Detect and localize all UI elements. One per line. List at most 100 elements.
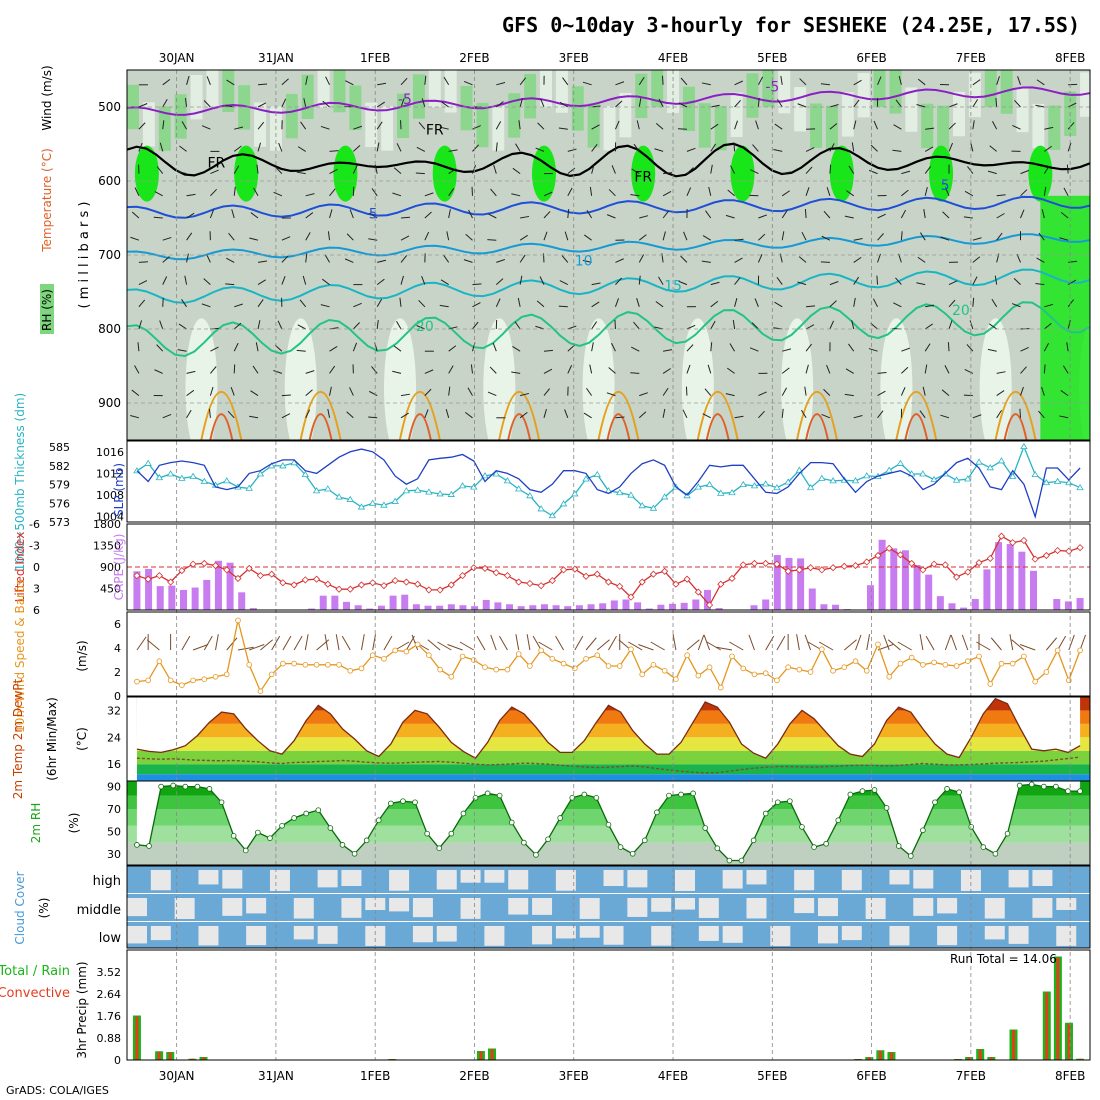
precip-conv-bar (1067, 1023, 1071, 1060)
upper-barb (543, 231, 548, 241)
thickness-line-point (582, 475, 590, 482)
wind10-barb (686, 639, 700, 651)
date-label-bottom: 8FEB (1055, 1069, 1085, 1083)
upper-barb (256, 164, 259, 174)
upper-barb (253, 187, 259, 197)
rh-cell (158, 106, 171, 151)
rh-cell (142, 102, 155, 147)
upper-barb (1017, 76, 1021, 85)
upper-barb (1067, 142, 1072, 152)
wind10-speed-line-point (897, 660, 904, 667)
cape-bar (575, 605, 583, 610)
cloud-gap (460, 870, 481, 883)
thickness-line-point (930, 475, 938, 483)
precip-conv-bar (490, 1049, 494, 1060)
lifted-index-line-point (818, 566, 826, 574)
upper-barb (543, 388, 551, 396)
upper-barb (589, 186, 593, 196)
upper-barb (799, 78, 807, 86)
upper-barb (773, 149, 783, 152)
upper-barb (558, 305, 568, 308)
cape-bar (1064, 601, 1072, 610)
rh2m-line-point (956, 789, 962, 795)
upper-barb (680, 255, 688, 263)
thickness-line-point (728, 488, 736, 496)
lifted-index-line-point (851, 562, 860, 570)
date-label-top: 2FEB (459, 51, 489, 65)
upper-barb (727, 367, 735, 374)
upper-barb (159, 320, 164, 330)
upper-barb (273, 369, 283, 374)
upper-barb (752, 144, 759, 152)
upper-barb (255, 342, 259, 352)
contour-label: FR (634, 170, 652, 186)
upper-barb (663, 349, 673, 352)
upper-barb (131, 211, 140, 219)
precip-tick: 0.88 (97, 1032, 122, 1045)
upper-barb (329, 150, 339, 152)
upper-barb (823, 210, 831, 219)
wind10-barb (919, 634, 924, 651)
upper-barb (415, 172, 425, 175)
upper-barb (900, 209, 907, 219)
cloud-gap (484, 870, 505, 883)
upper-barb (1036, 79, 1045, 86)
cape-bar (890, 548, 898, 610)
upper-barb (519, 411, 528, 419)
upper-barb (1038, 410, 1045, 419)
upper-barb (877, 410, 884, 419)
upper-barb (586, 210, 593, 219)
upper-barb (873, 298, 878, 308)
thickness-line-point (425, 488, 433, 495)
cloud-gap (627, 870, 648, 888)
upper-barb (1059, 237, 1069, 241)
upper-barb (233, 165, 240, 174)
upper-barb (305, 193, 315, 197)
precip-conv-bar (202, 1057, 206, 1060)
precip-bars (132, 956, 1085, 1060)
upper-barb (805, 343, 812, 352)
rh2m-line-point (992, 850, 999, 857)
upper-barb (614, 120, 620, 130)
slp-tick: 1012 (96, 467, 124, 480)
upper-barb (564, 409, 569, 418)
rh-cell (460, 85, 473, 131)
cape-bar (762, 599, 770, 610)
contour-25 (994, 391, 1037, 440)
upper-barb (448, 365, 454, 374)
thickness-line-point (178, 474, 186, 481)
rh2m-line-point (242, 847, 249, 854)
cloud-gap (436, 926, 457, 942)
wind10-speed-line-point (717, 684, 724, 691)
upper-barb (472, 302, 481, 308)
thickness-line-point (986, 464, 994, 471)
ylabel-10m-wind: 10m Wind Speed & Barbs (13, 579, 27, 733)
wind10-barb (538, 641, 553, 651)
contour-m5 (127, 86, 1090, 116)
chart-title: GFS 0~10day 3-hourly for SESHEKE (24.25E… (502, 13, 1080, 37)
cape-bar (599, 603, 607, 610)
lifted-index-line-point (762, 559, 770, 567)
upper-barb (901, 170, 911, 175)
upper-barb (868, 348, 878, 352)
lifted-index-line-point (896, 551, 904, 559)
contour-30 (705, 413, 730, 440)
upper-barb (463, 80, 473, 86)
upper-barb (512, 346, 521, 352)
wind10-barb (1079, 634, 1087, 651)
contour-label: 20 (416, 319, 434, 335)
wind10-speed-line-point (942, 661, 949, 668)
upper-barb (346, 233, 354, 241)
lifted-index-line-point (1065, 547, 1073, 555)
upper-barb (749, 347, 759, 352)
upper-barb (805, 166, 813, 174)
upper-barb (901, 189, 909, 197)
upper-barb (257, 121, 265, 130)
upper-barb (201, 303, 211, 308)
upper-barb (967, 166, 974, 174)
wind10-barb (585, 637, 597, 651)
lifted-index-line-point (997, 532, 1006, 540)
panel-frame (126, 780, 1091, 866)
ylabel-cape: CAPE (J/kg) (112, 534, 126, 601)
